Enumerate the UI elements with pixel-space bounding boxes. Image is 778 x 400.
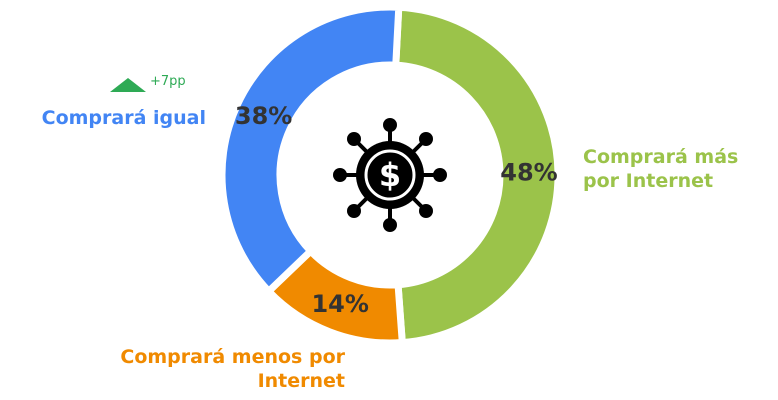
center-icon: $ — [333, 118, 447, 232]
slice — [218, 3, 403, 297]
category-label: Comprará igual — [41, 107, 206, 129]
value-label: 48% — [500, 159, 557, 187]
category-label: Comprará menos por Internet — [120, 346, 345, 392]
annotation: +7pp — [150, 74, 186, 89]
svg-text:$: $ — [379, 156, 401, 194]
category-label: Comprará más por Internet — [583, 146, 739, 192]
value-label: 14% — [311, 290, 368, 318]
slice — [392, 3, 562, 347]
value-label: 38% — [235, 102, 292, 130]
